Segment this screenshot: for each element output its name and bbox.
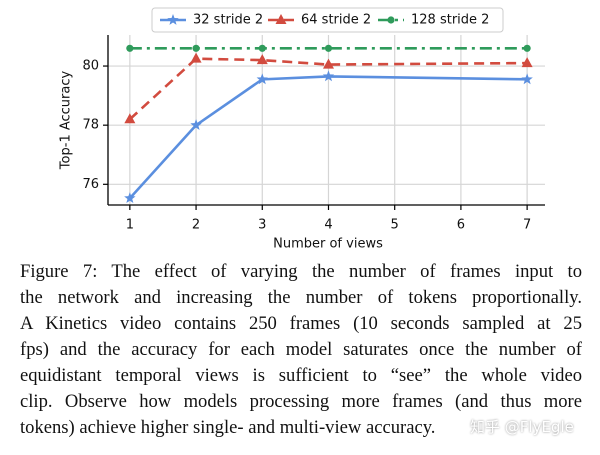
marker [521, 73, 533, 85]
y-tick-label: 76 [82, 177, 99, 192]
caption-line: A Kinetics video contains 250 frames (10… [20, 313, 582, 334]
legend-label: 128 stride 2 [411, 13, 489, 28]
chart: Number of views Top-1 Accuracy 1 2 3 4 5 6 7 76… [59, 7, 545, 252]
marker [126, 44, 134, 52]
caption-line: equidistant temporal views is sufficient… [20, 365, 582, 386]
x-tick-label: 2 [192, 218, 200, 233]
legend-marker [167, 14, 179, 25]
legend-label: 64 stride 2 [301, 13, 371, 28]
marker [124, 192, 136, 204]
x-tick-label: 3 [258, 218, 266, 233]
legend-box [151, 7, 504, 33]
y-tick-label: 78 [82, 118, 99, 133]
caption-line: tokens) achieve higher single- and multi… [20, 417, 436, 438]
caption-line: fps) and the accuracy for each model sat… [20, 339, 582, 360]
y-axis-label: Top-1 Accuracy [59, 71, 74, 171]
x-tick-label: 6 [457, 218, 465, 233]
marker [322, 70, 335, 82]
legend: 32 stride 2 64 stride 2 128 stride 2 [151, 7, 504, 33]
x-tick-label: 4 [324, 218, 332, 233]
caption-line: the network and increasing the number of… [20, 287, 582, 308]
marker [192, 44, 200, 52]
marker [190, 52, 202, 63]
marker [523, 44, 531, 52]
y-tick-label: 80 [82, 59, 99, 74]
legend-label: 32 stride 2 [193, 13, 263, 28]
marker [124, 113, 136, 124]
marker [324, 44, 333, 52]
series-line [128, 57, 528, 121]
x-axis-label: Number of views [273, 237, 383, 252]
x-tick-label: 5 [391, 218, 399, 233]
marker [322, 58, 334, 69]
marker [256, 73, 268, 85]
legend-marker [275, 14, 287, 24]
marker [258, 44, 266, 52]
x-tick-label: 1 [126, 218, 134, 233]
marker [256, 54, 268, 65]
marker [190, 119, 202, 131]
watermark: 知乎 @FlyEgle [470, 418, 574, 436]
caption-line: clip. Observe how models processing more… [20, 391, 582, 412]
x-tick-label: 7 [523, 218, 531, 233]
caption-line: Figure 7: The effect of varying the numb… [20, 261, 582, 282]
legend-marker [387, 16, 395, 24]
marker [521, 57, 533, 68]
